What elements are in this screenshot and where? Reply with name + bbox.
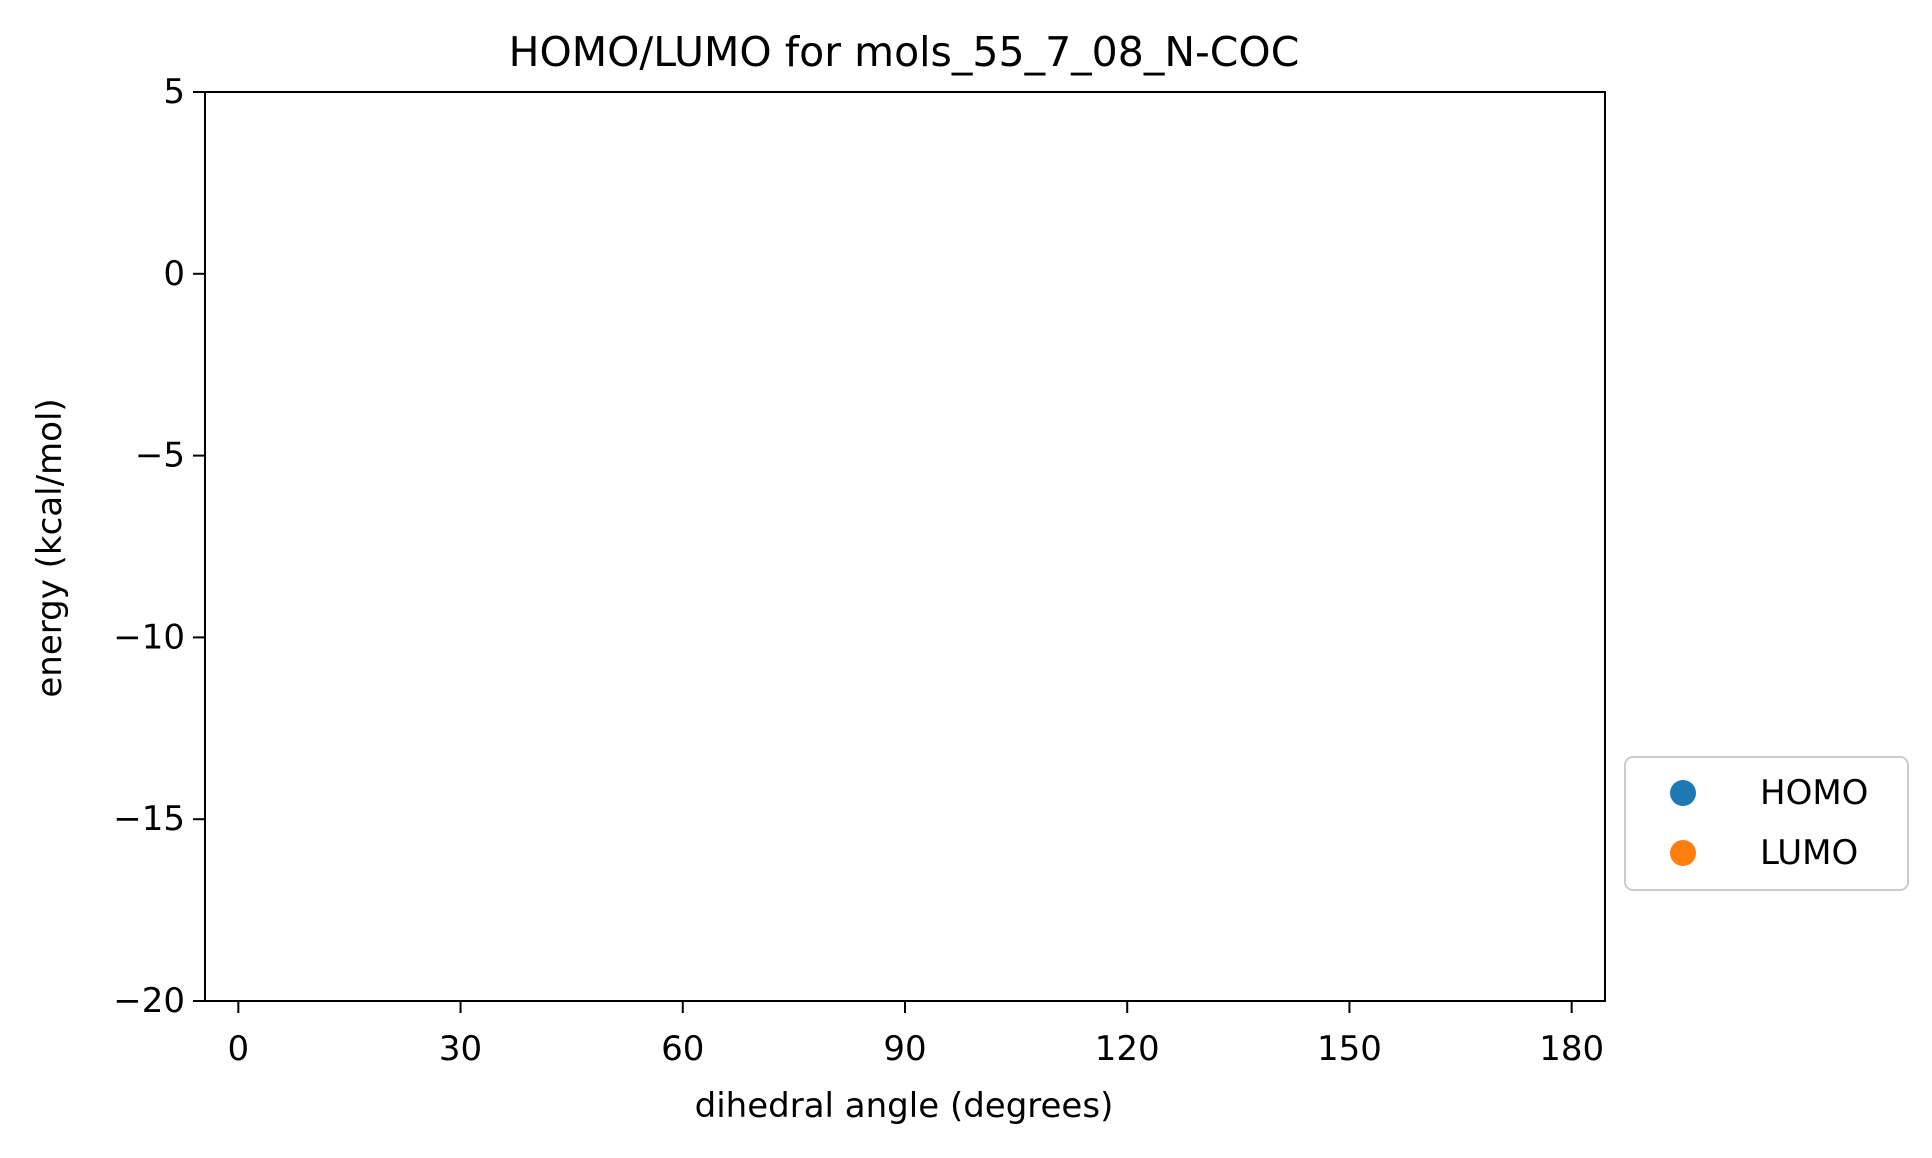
y-tick-label: 0 [163,254,185,294]
y-tick-label: 5 [163,72,185,112]
x-axis-label: dihedral angle (degrees) [695,1086,1114,1126]
x-tick-label: 150 [1317,1029,1382,1069]
legend-label-lumo: LUMO [1760,833,1858,873]
y-tick-label: −20 [113,981,185,1021]
x-tick-label: 60 [661,1029,704,1069]
legend-label-homo: HOMO [1760,773,1868,813]
y-tick-label: −5 [135,436,185,476]
y-tick-label: −15 [113,799,185,839]
x-tick-label: 30 [439,1029,482,1069]
x-tick-label: 90 [883,1029,926,1069]
x-axis-ticks: 0 30 60 90 120 150 180 [228,1001,1604,1069]
legend: HOMO LUMO [1624,756,1909,891]
legend-marker-lumo [1670,840,1696,866]
legend-frame [1624,756,1909,891]
legend-entry-lumo: LUMO [1670,833,1858,873]
x-tick-label: 120 [1095,1029,1160,1069]
y-axis-ticks: 5 0 −5 −10 −15 −20 [113,72,205,1021]
x-tick-label: 180 [1539,1029,1604,1069]
x-tick-label: 0 [228,1029,250,1069]
y-tick-label: −10 [113,617,185,657]
chart-title: HOMO/LUMO for mols_55_7_08_N-COC [509,28,1300,76]
legend-entry-homo: HOMO [1670,773,1868,813]
legend-marker-homo [1670,780,1696,806]
plot-area [204,91,1606,1002]
y-axis-label: energy (kcal/mol) [30,398,70,697]
